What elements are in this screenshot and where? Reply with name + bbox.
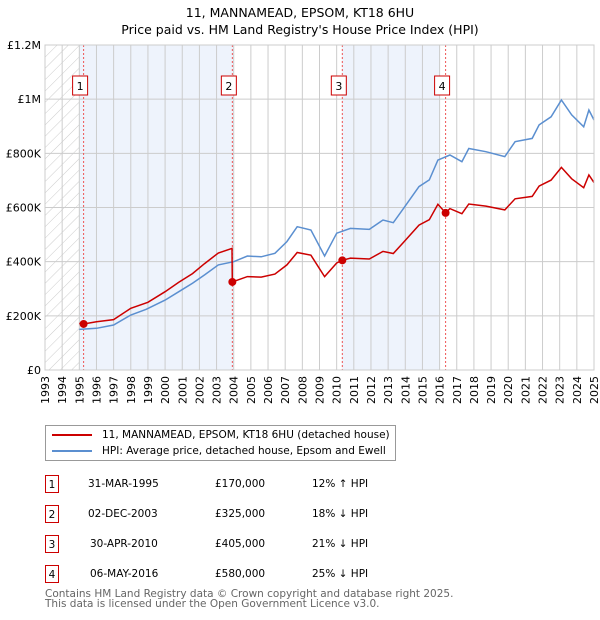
transaction-number: 4 (45, 565, 59, 583)
sale-label: 4 (439, 80, 446, 93)
x-tick-label: 2001 (176, 376, 189, 404)
x-tick-label: 2000 (159, 376, 172, 404)
sale-label: 2 (225, 80, 232, 93)
series-line-hpi (79, 98, 595, 331)
x-tick-label: 2008 (296, 376, 309, 404)
x-tick-label: 2011 (348, 376, 361, 404)
x-tick-label: 2020 (502, 376, 515, 404)
x-tick-label: 2016 (434, 376, 447, 404)
y-tick-label: £600K (6, 202, 42, 215)
x-tick-label: 1994 (56, 376, 69, 404)
transaction-hpi: 21% ↓ HPI (312, 538, 369, 550)
price-chart: 1 2 3 4 1993 1994 1995 1996 1997 1998 1999 2000 2001… (6, 39, 600, 404)
x-tick-label: 2015 (416, 376, 429, 404)
legend-label-hpi: HPI: Average price, detached house, Epso… (102, 445, 386, 457)
chart-subtitle: Price paid vs. HM Land Registry's House … (121, 22, 479, 37)
legend-swatch-hpi (52, 450, 92, 452)
footer-copyright: Contains HM Land Registry data © Crown c… (45, 588, 454, 600)
x-tick-label: 2024 (571, 376, 584, 404)
x-tick-label: 2007 (279, 376, 292, 404)
transaction-date: 06-MAY-2016 (90, 568, 159, 580)
x-tick-label: 2010 (331, 376, 344, 404)
x-tick-label: 2009 (314, 376, 327, 404)
transaction-number: 1 (45, 475, 59, 493)
transaction-date: 30-APR-2010 (90, 538, 158, 550)
sale-point (441, 208, 450, 217)
sale-label-box (330, 75, 347, 96)
legend-label-property: 11, MANNAMEAD, EPSOM, KT18 6HU (detached… (102, 429, 390, 441)
y-tick-label: £1.2M (7, 39, 41, 52)
sale-label-box (72, 75, 89, 96)
x-tick-label: 2004 (228, 376, 241, 404)
x-tick-label: 1998 (125, 376, 138, 404)
x-tick-label: 1995 (73, 376, 86, 404)
footer: Contains HM Land Registry data © Crown c… (45, 588, 454, 610)
transaction-number: 3 (45, 535, 59, 553)
y-tick-label: £0 (27, 364, 41, 377)
x-tick-label: 2013 (382, 376, 395, 404)
sale-point (338, 256, 347, 265)
transaction-row: 4 06-MAY-2016 £580,000 25% ↓ HPI (45, 565, 445, 585)
transaction-price: £405,000 (215, 538, 266, 550)
x-tick-label: 1999 (142, 376, 155, 404)
transaction-date: 02-DEC-2003 (88, 508, 158, 520)
legend-swatch-property (52, 434, 92, 436)
sale-label: 3 (335, 80, 342, 93)
plot-border (44, 44, 595, 371)
sale-label: 1 (77, 80, 84, 93)
legend: 11, MANNAMEAD, EPSOM, KT18 6HU (detached… (45, 425, 396, 461)
transaction-number: 2 (45, 505, 59, 523)
legend-item-property: 11, MANNAMEAD, EPSOM, KT18 6HU (detached… (52, 429, 390, 441)
series-line-property (79, 166, 595, 325)
y-tick-label: £800K (6, 147, 42, 160)
x-tick-label: 2025 (588, 376, 600, 404)
transaction-price: £580,000 (215, 568, 266, 580)
x-tick-label: 2017 (451, 376, 464, 404)
y-tick-label: £1M (18, 93, 42, 106)
sale-point (79, 319, 88, 328)
transaction-hpi: 18% ↓ HPI (312, 508, 369, 520)
x-tick-label: 2014 (399, 376, 412, 404)
footer-licence: This data is licensed under the Open Gov… (45, 598, 380, 610)
x-tick-label: 1997 (108, 376, 121, 404)
x-tick-label: 2023 (554, 376, 567, 404)
chart-title: 11, MANNAMEAD, EPSOM, KT18 6HU (185, 5, 415, 20)
x-tick-label: 2012 (365, 376, 378, 404)
transaction-hpi: 25% ↓ HPI (312, 568, 369, 580)
sale-label-box (220, 75, 237, 96)
x-tick-label: 2003 (211, 376, 224, 404)
y-tick-label: £400K (6, 256, 42, 269)
x-tick-label: 2006 (262, 376, 275, 404)
transaction-row: 1 31-MAR-1995 £170,000 12% ↑ HPI (45, 475, 445, 495)
sale-label-box (434, 75, 451, 96)
x-tick-label: 2022 (537, 376, 550, 404)
transaction-hpi: 12% ↑ HPI (312, 478, 369, 490)
transaction-date: 31-MAR-1995 (88, 478, 159, 490)
x-tick-label: 2002 (193, 376, 206, 404)
x-tick-label: 1996 (90, 376, 103, 404)
x-tick-label: 1993 (39, 376, 52, 404)
transaction-price: £325,000 (215, 508, 266, 520)
x-tick-label: 2021 (519, 376, 532, 404)
x-tick-label: 2019 (485, 376, 498, 404)
transaction-row: 2 02-DEC-2003 £325,000 18% ↓ HPI (45, 505, 445, 525)
transaction-row: 3 30-APR-2010 £405,000 21% ↓ HPI (45, 535, 445, 555)
legend-item-hpi: HPI: Average price, detached house, Epso… (52, 445, 386, 457)
x-tick-label: 2005 (245, 376, 258, 404)
y-tick-label: £200K (6, 310, 42, 323)
x-tick-label: 2018 (468, 376, 481, 404)
transaction-price: £170,000 (215, 478, 266, 490)
sale-point (228, 277, 237, 286)
